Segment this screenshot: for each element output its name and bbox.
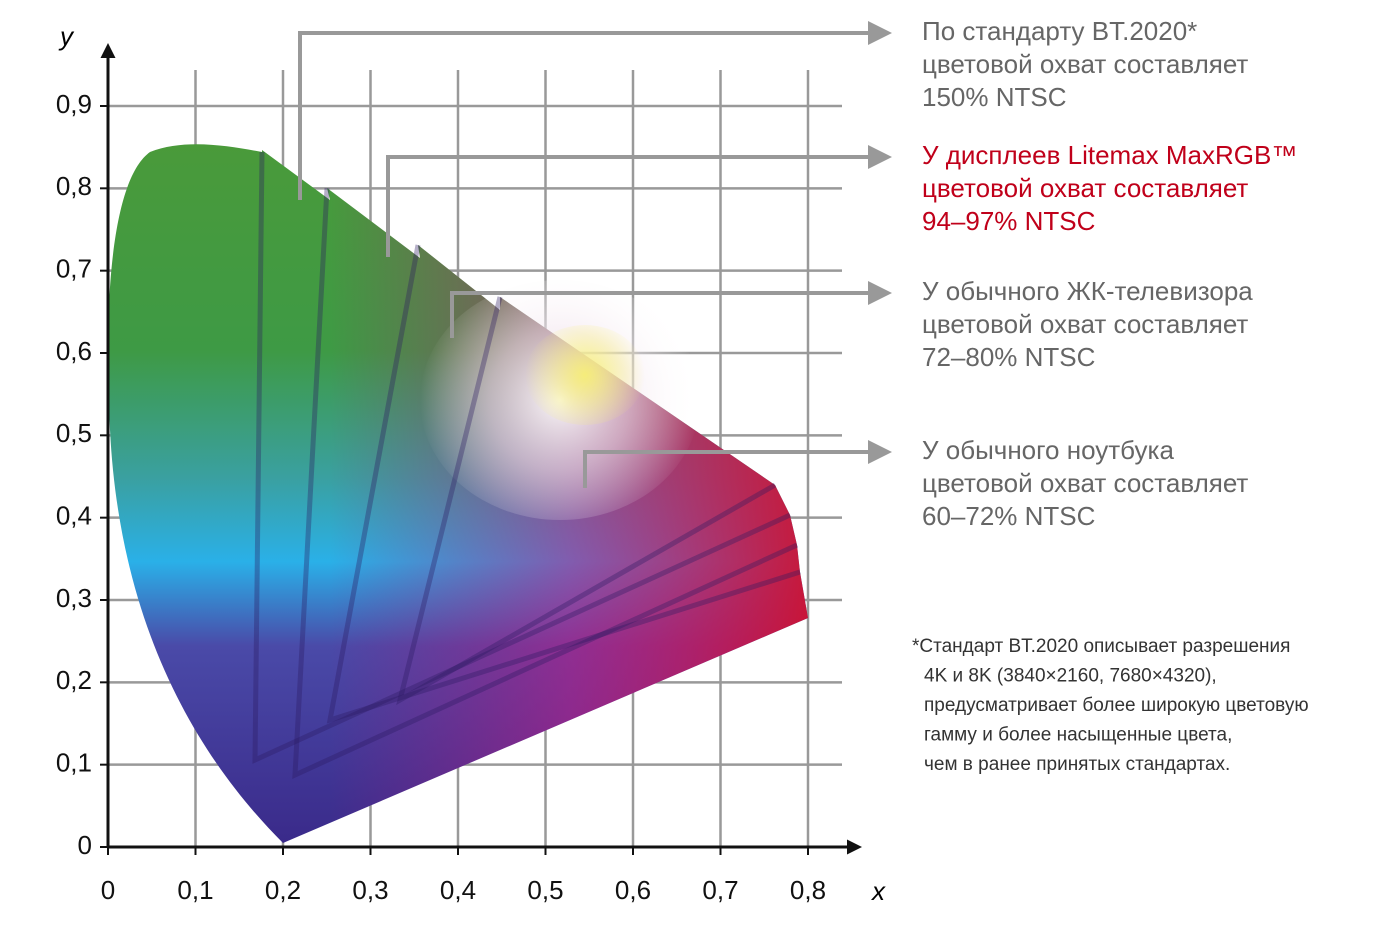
ticks: 0 0,1 0,2 0,3 0,4 0,5 0,6 0,7 0,8 0 0,1 0,2 0,3 0,4 0,… [56, 89, 826, 905]
y-tick-label: 0,5 [56, 418, 92, 448]
footnote-line: чем в ранее принятых стандартах. [924, 754, 1230, 775]
y-tick-label: 0,3 [56, 583, 92, 613]
annotation-line: цветовой охват составляет [922, 468, 1248, 498]
x-tick-label: 0,4 [440, 875, 476, 905]
footnote-line: *Стандарт BT.2020 описывает разрешения [912, 636, 1290, 657]
annotations: По стандарту BT.2020*цветовой охват сост… [922, 16, 1297, 531]
leader-lines [298, 21, 892, 488]
y-tick-label: 0,9 [56, 89, 92, 119]
y-tick-label: 0,4 [56, 501, 92, 531]
annotation-line: У дисплеев Litemax MaxRGB™ [922, 140, 1297, 170]
x-tick-label: 0,1 [177, 875, 213, 905]
gamut-diagram [107, 144, 809, 844]
annotation-line: цветовой охват составляет [922, 173, 1248, 203]
annotation-line: 150% NTSC [922, 82, 1067, 112]
x-tick-label: 0,8 [790, 875, 826, 905]
gamut-red-overlay [107, 144, 809, 844]
x-tick-label: 0,2 [265, 875, 301, 905]
y-tick-label: 0,8 [56, 171, 92, 201]
footnote-line: гамму и более насыщенные цвета, [924, 725, 1232, 746]
axes [100, 43, 862, 855]
annotation-line: 72–80% NTSC [922, 342, 1095, 372]
y-tick-label: 0,6 [56, 336, 92, 366]
footnote-line: 4K и 8K (3840×2160, 7680×4320), [924, 666, 1217, 687]
annotation-line: У обычного ЖК-телевизора [922, 276, 1253, 306]
inner-gamuts [252, 151, 801, 779]
annotation-line: 94–97% NTSC [922, 206, 1095, 236]
annotation-line: 60–72% NTSC [922, 501, 1095, 531]
x-tick-label: 0,7 [702, 875, 738, 905]
x-axis-label: x [870, 876, 886, 906]
x-tick-label: 0 [101, 875, 115, 905]
yellow-area [525, 325, 645, 425]
y-tick-label: 0,1 [56, 748, 92, 778]
x-tick-label: 0,6 [615, 875, 651, 905]
annotation-line: По стандарту BT.2020* [922, 16, 1197, 46]
y-axis-label: y [58, 21, 75, 51]
y-tick-label: 0 [78, 830, 92, 860]
footnote-line: предусматривает более широкую цветовую [924, 695, 1309, 716]
annotation-line: цветовой охват составляет [922, 49, 1248, 79]
annotation-line: цветовой охват составляет [922, 309, 1248, 339]
x-tick-label: 0,3 [352, 875, 388, 905]
y-tick-label: 0,7 [56, 254, 92, 284]
footnote: *Стандарт BT.2020 описывает разрешения 4K… [912, 636, 1309, 775]
y-tick-label: 0,2 [56, 665, 92, 695]
x-tick-label: 0,5 [527, 875, 563, 905]
annotation-line: У обычного ноутбука [922, 435, 1174, 465]
